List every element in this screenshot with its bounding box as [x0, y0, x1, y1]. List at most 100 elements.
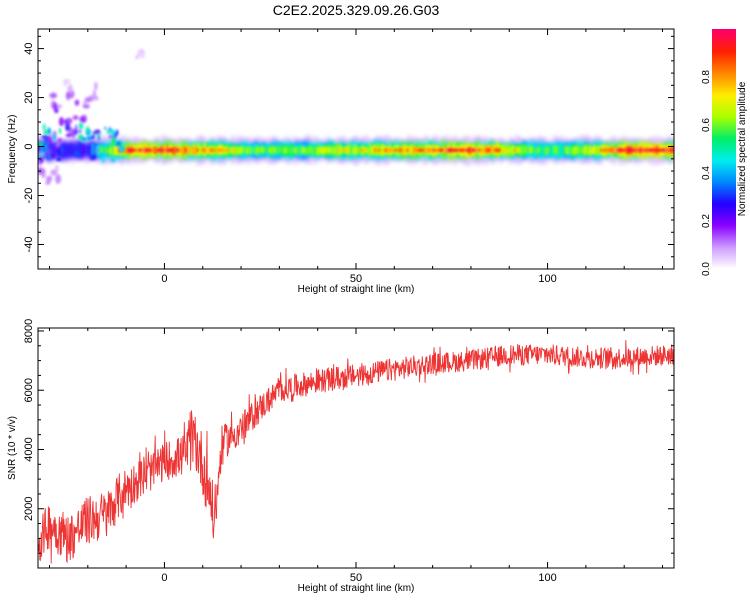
- spectrogram-blob: [78, 129, 82, 134]
- colorbar-cell: [712, 91, 736, 94]
- colorbar-cell: [712, 193, 736, 196]
- spectrogram-cell: [595, 146, 598, 156]
- spectrogram-blob: [55, 174, 62, 184]
- spectrogram-cell: [331, 145, 334, 155]
- colorbar-cell: [712, 163, 736, 166]
- spectrogram-cell: [80, 141, 83, 159]
- colorbar-cell: [712, 265, 736, 268]
- spectrogram-ridge-cell: [138, 148, 141, 152]
- spectrogram-cell: [282, 147, 286, 154]
- spectrogram-ridge-cell: [618, 148, 621, 152]
- spectrogram-cell: [531, 146, 534, 154]
- spectrogram-cell: [238, 146, 242, 154]
- spectrogram-ridge-cell: [476, 148, 479, 152]
- spectrogram-blob: [52, 133, 57, 141]
- spectrogram-cell: [267, 146, 270, 154]
- spectrogram-cell: [524, 145, 528, 154]
- spectrogram-cell: [311, 146, 314, 155]
- colorbar-cell: [712, 151, 736, 154]
- colorbar-cell: [712, 267, 736, 270]
- colorbar-cell: [712, 51, 736, 54]
- spectrogram-blob: [53, 146, 59, 151]
- spectrogram-blob: [62, 79, 71, 84]
- spectrogram-ridge-cell: [140, 148, 143, 152]
- spectrogram-ridge-cell: [460, 148, 463, 152]
- spectrogram-ridge-cell: [182, 148, 185, 152]
- spectrogram-cell: [93, 141, 97, 160]
- colorbar-cell: [712, 217, 736, 220]
- spectrogram-ridge-cell: [422, 148, 425, 152]
- spectrogram-blob: [86, 136, 92, 141]
- spectrogram-cell: [234, 146, 237, 155]
- colorbar-cell: [712, 93, 736, 96]
- spectrogram-ridge-cell: [638, 148, 641, 152]
- spectrogram-cell: [566, 146, 570, 155]
- spectrogram-ridge-cell: [504, 148, 507, 152]
- colorbar-cell: [712, 127, 736, 130]
- colorbar-cell: [712, 59, 736, 62]
- spectrogram-cell: [342, 147, 345, 155]
- spectrogram-cell: [379, 146, 383, 155]
- spectrogram-ridge-cell: [418, 148, 421, 152]
- spectrogram-cell: [674, 140, 677, 160]
- spectrogram-blob: [97, 134, 101, 142]
- colorbar-cell: [712, 115, 736, 118]
- colorbar-cell: [712, 107, 736, 110]
- y-tick-label: 0: [23, 143, 35, 149]
- spectrogram-cell: [577, 146, 581, 154]
- spectrogram-ridge-cell: [468, 148, 471, 152]
- spectrogram-cell: [243, 143, 246, 157]
- spectrogram-cell: [507, 147, 510, 154]
- spectrogram-blob: [109, 129, 116, 136]
- spectrogram-cell: [71, 141, 75, 159]
- spectrogram-blob: [82, 104, 90, 109]
- spectrogram-cell: [562, 145, 565, 156]
- spectrogram-ridge-cell: [632, 148, 635, 152]
- spectrogram-ridge-cell: [128, 148, 131, 152]
- spectrogram-cell: [84, 143, 88, 156]
- spectrogram-ridge-cell: [144, 148, 147, 152]
- spectrogram-cell: [205, 147, 209, 155]
- spectrogram-ridge-cell: [650, 148, 653, 152]
- spectrogram-cell: [410, 146, 413, 153]
- spectrogram-ridge-cell: [498, 148, 501, 152]
- x-tick-label: 100: [538, 572, 556, 584]
- spectrogram-cell: [293, 147, 297, 154]
- colorbar-cell: [712, 37, 736, 40]
- figure-title: C2E2.2025.329.09.26.G03: [273, 2, 440, 18]
- colorbar-gradient: [712, 29, 736, 270]
- spectrogram-ridge-cell: [226, 148, 229, 152]
- colorbar-cell: [712, 53, 736, 56]
- spectrogram-cell: [581, 147, 585, 154]
- spectrogram-ridge-cell: [424, 148, 427, 152]
- spectrogram-blob: [86, 126, 89, 134]
- spectrogram-cell: [300, 146, 303, 154]
- spectrogram-ridge-cell: [450, 148, 453, 152]
- spectrogram-cell: [64, 142, 68, 158]
- y-tick-label: 6000: [23, 378, 35, 402]
- spectrogram-cell: [333, 147, 336, 155]
- spectrogram-cell: [49, 140, 53, 161]
- colorbar-cell: [712, 89, 736, 92]
- spectrogram-cell: [212, 146, 215, 155]
- colorbar-cell: [712, 211, 736, 214]
- spectrogram-cell: [584, 145, 587, 155]
- colorbar-cell: [712, 67, 736, 70]
- spectrogram-cell: [597, 147, 600, 153]
- spectrogram-blob: [82, 137, 86, 141]
- spectrogram-blob: [65, 133, 73, 137]
- spectrogram-cell: [322, 146, 325, 155]
- colorbar-cell: [712, 121, 736, 124]
- spectrogram-ridge-cell: [374, 148, 377, 152]
- spectrogram-cell: [381, 145, 385, 155]
- spectrogram-cell: [73, 144, 77, 158]
- spectrogram-blob: [72, 115, 79, 120]
- spectrogram-ridge-cell: [620, 148, 623, 152]
- colorbar-cell: [712, 49, 736, 52]
- spectrogram-ridge-cell: [124, 148, 127, 152]
- spectrogram-ridge-cell: [210, 148, 213, 152]
- spectrogram-ridge-cell: [172, 148, 175, 152]
- colorbar-cell: [712, 39, 736, 42]
- colorbar-tick-label: 0.6: [701, 118, 712, 132]
